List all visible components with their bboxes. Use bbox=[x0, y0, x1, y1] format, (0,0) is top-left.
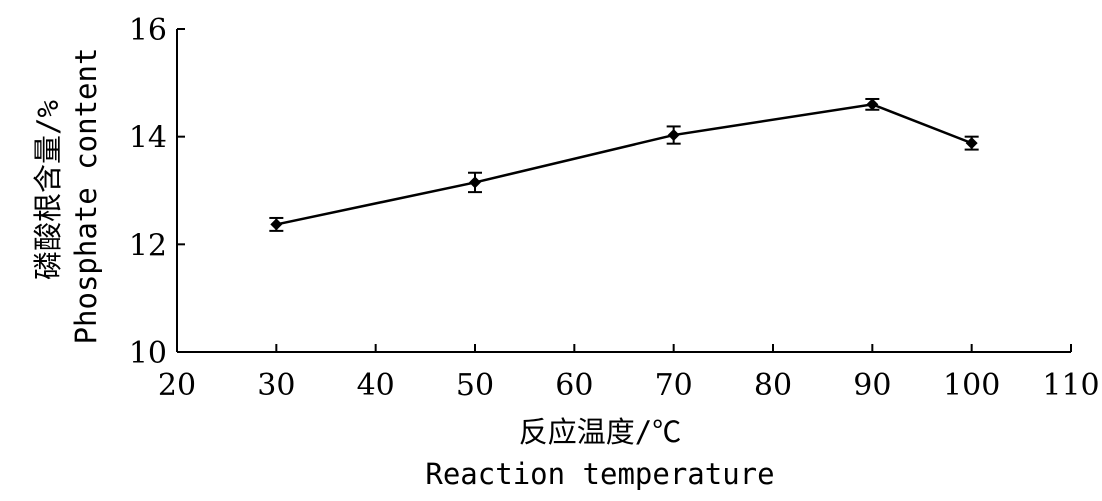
x-axis-title-cn: 反应温度/℃ bbox=[519, 415, 681, 449]
y-tick-label: 10 bbox=[129, 336, 167, 371]
data-point bbox=[965, 137, 978, 150]
plot-area bbox=[269, 97, 979, 232]
x-tick-label: 30 bbox=[257, 368, 295, 403]
x-tick-label: 90 bbox=[853, 368, 891, 403]
x-axis-title: Reaction temperature bbox=[425, 457, 774, 491]
y-ticks: 10 12 14 16 bbox=[129, 13, 185, 371]
y-axis-title: Phosphate content bbox=[69, 48, 103, 345]
y-tick-label: 12 bbox=[129, 228, 167, 263]
x-tick-label: 100 bbox=[943, 368, 1000, 403]
x-tick-label: 50 bbox=[456, 368, 494, 403]
x-tick-label: 70 bbox=[655, 368, 693, 403]
data-point bbox=[270, 218, 283, 231]
x-ticks: 20 30 40 50 60 70 80 90 100 110 bbox=[158, 344, 1100, 403]
data-point bbox=[667, 129, 680, 142]
y-tick-label: 16 bbox=[129, 13, 167, 48]
y-axis-title-cn: 磷酸根含量/% bbox=[31, 100, 65, 280]
x-tick-label: 20 bbox=[158, 368, 196, 403]
series-line bbox=[276, 103, 973, 226]
y-tick-label: 14 bbox=[129, 121, 167, 156]
data-point bbox=[866, 98, 879, 111]
data-point bbox=[469, 176, 481, 189]
x-tick-label: 40 bbox=[357, 368, 395, 403]
x-tick-label: 80 bbox=[754, 368, 792, 403]
axes bbox=[176, 29, 1071, 353]
x-tick-label: 60 bbox=[555, 368, 593, 403]
x-tick-label: 110 bbox=[1042, 368, 1099, 403]
